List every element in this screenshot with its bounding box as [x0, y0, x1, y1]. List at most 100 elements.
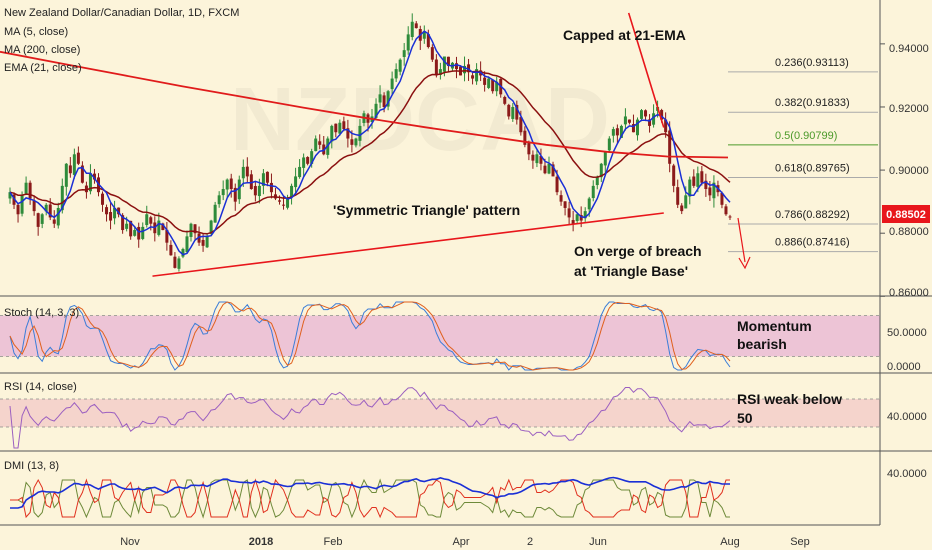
rsi-note-1: RSI weak below — [737, 391, 842, 407]
candle-body — [664, 119, 668, 133]
candle-body — [539, 156, 543, 164]
dmi-label: DMI (13, 8) — [4, 460, 59, 472]
candle-body — [109, 212, 113, 221]
candle-body — [495, 81, 499, 92]
candle-body — [265, 171, 269, 183]
candle-body — [145, 214, 149, 226]
arrow-head — [738, 256, 751, 270]
stoch-k-line — [9, 301, 731, 371]
candle-body — [189, 223, 193, 237]
candle-body — [213, 204, 217, 223]
candle-body — [684, 195, 688, 209]
candle-body — [644, 110, 648, 117]
candle-body — [241, 166, 245, 179]
candle-body — [640, 110, 644, 119]
stoch-note-2: bearish — [737, 336, 787, 352]
price-tick: 0.86000 — [889, 287, 929, 299]
candle-body — [547, 163, 551, 174]
candle-body — [245, 166, 249, 177]
stoch-d-line — [9, 301, 731, 371]
candle-body — [599, 163, 603, 178]
dmi-plus-line — [10, 478, 730, 519]
x-tick: Sep — [790, 536, 810, 548]
candle-body — [414, 23, 418, 29]
price-tick: 0.94000 — [889, 43, 929, 55]
candle-body — [648, 119, 652, 126]
candle-body — [36, 213, 40, 227]
candle-body — [28, 182, 32, 199]
candle-body — [225, 179, 229, 190]
candle-body — [257, 185, 261, 197]
candle-body — [668, 130, 672, 164]
candle-body — [129, 220, 133, 237]
candle-body — [543, 165, 547, 174]
candle-body — [286, 198, 290, 208]
indicator-ema21: EMA (21, close) — [4, 62, 82, 74]
candle-body — [696, 173, 700, 187]
x-tick: 2 — [527, 536, 533, 548]
adx-line — [10, 476, 730, 509]
candle-body — [358, 125, 362, 141]
candle-body — [137, 226, 141, 240]
candle-body — [724, 206, 728, 215]
price-tick: 0.92000 — [889, 103, 929, 115]
candle-body — [434, 59, 438, 76]
candle-body — [217, 195, 221, 205]
candle-body — [406, 34, 410, 51]
candle-body — [551, 164, 555, 177]
candle-body — [133, 230, 137, 236]
candle-body — [282, 204, 286, 206]
candle-body — [390, 78, 394, 90]
candlestick-series — [8, 13, 732, 272]
candle-body — [16, 204, 20, 215]
candle-body — [233, 187, 237, 202]
fibonacci-label: 0.786(0.88292) — [775, 209, 850, 221]
rsi-note-2: 50 — [737, 410, 753, 426]
candle-body — [531, 154, 535, 161]
x-tick: Feb — [324, 536, 343, 548]
candle-body — [60, 185, 64, 211]
candle-body — [627, 119, 631, 123]
price-tick: 0.88000 — [889, 226, 929, 238]
candle-body — [177, 258, 181, 269]
candle-body — [430, 47, 434, 60]
candle-body — [193, 224, 197, 234]
candle-body — [201, 239, 205, 246]
candle-body — [306, 157, 310, 164]
candle-body — [535, 154, 539, 164]
chart-title: New Zealand Dollar/Canadian Dollar, 1D, … — [4, 7, 239, 19]
ma200-line — [0, 50, 729, 159]
stoch-tick: 0.0000 — [887, 361, 921, 373]
candle-body — [523, 130, 527, 145]
candle-body — [559, 195, 563, 202]
annotation-triangle: 'Symmetric Triangle' pattern — [333, 202, 520, 218]
candle-body — [442, 56, 446, 72]
candle-body — [101, 193, 105, 205]
breakdown-arrow — [737, 217, 751, 270]
candle-body — [615, 128, 619, 136]
triangle-trendlines — [152, 12, 665, 277]
candle-body — [237, 179, 241, 200]
fibonacci-label: 0.618(0.89765) — [775, 163, 850, 175]
candle-body — [438, 69, 442, 75]
candle-body — [8, 192, 12, 199]
candle-body — [555, 176, 559, 193]
dmi-pane — [10, 476, 730, 519]
candle-body — [515, 104, 519, 120]
candle-body — [398, 59, 402, 72]
candle-body — [318, 141, 322, 145]
rsi-label: RSI (14, close) — [4, 381, 77, 393]
x-tick: Apr — [452, 536, 469, 548]
candle-body — [652, 113, 656, 125]
candle-body — [48, 204, 52, 218]
candle-body — [149, 217, 153, 224]
annotation-capped: Capped at 21-EMA — [563, 27, 686, 43]
candle-body — [704, 180, 708, 190]
stoch-tick: 50.0000 — [887, 327, 927, 339]
candle-body — [511, 106, 515, 119]
candle-body — [350, 139, 354, 145]
candle-body — [197, 233, 201, 243]
ema21-line — [9, 70, 731, 235]
candle-body — [20, 195, 24, 214]
candle-body — [221, 189, 225, 196]
